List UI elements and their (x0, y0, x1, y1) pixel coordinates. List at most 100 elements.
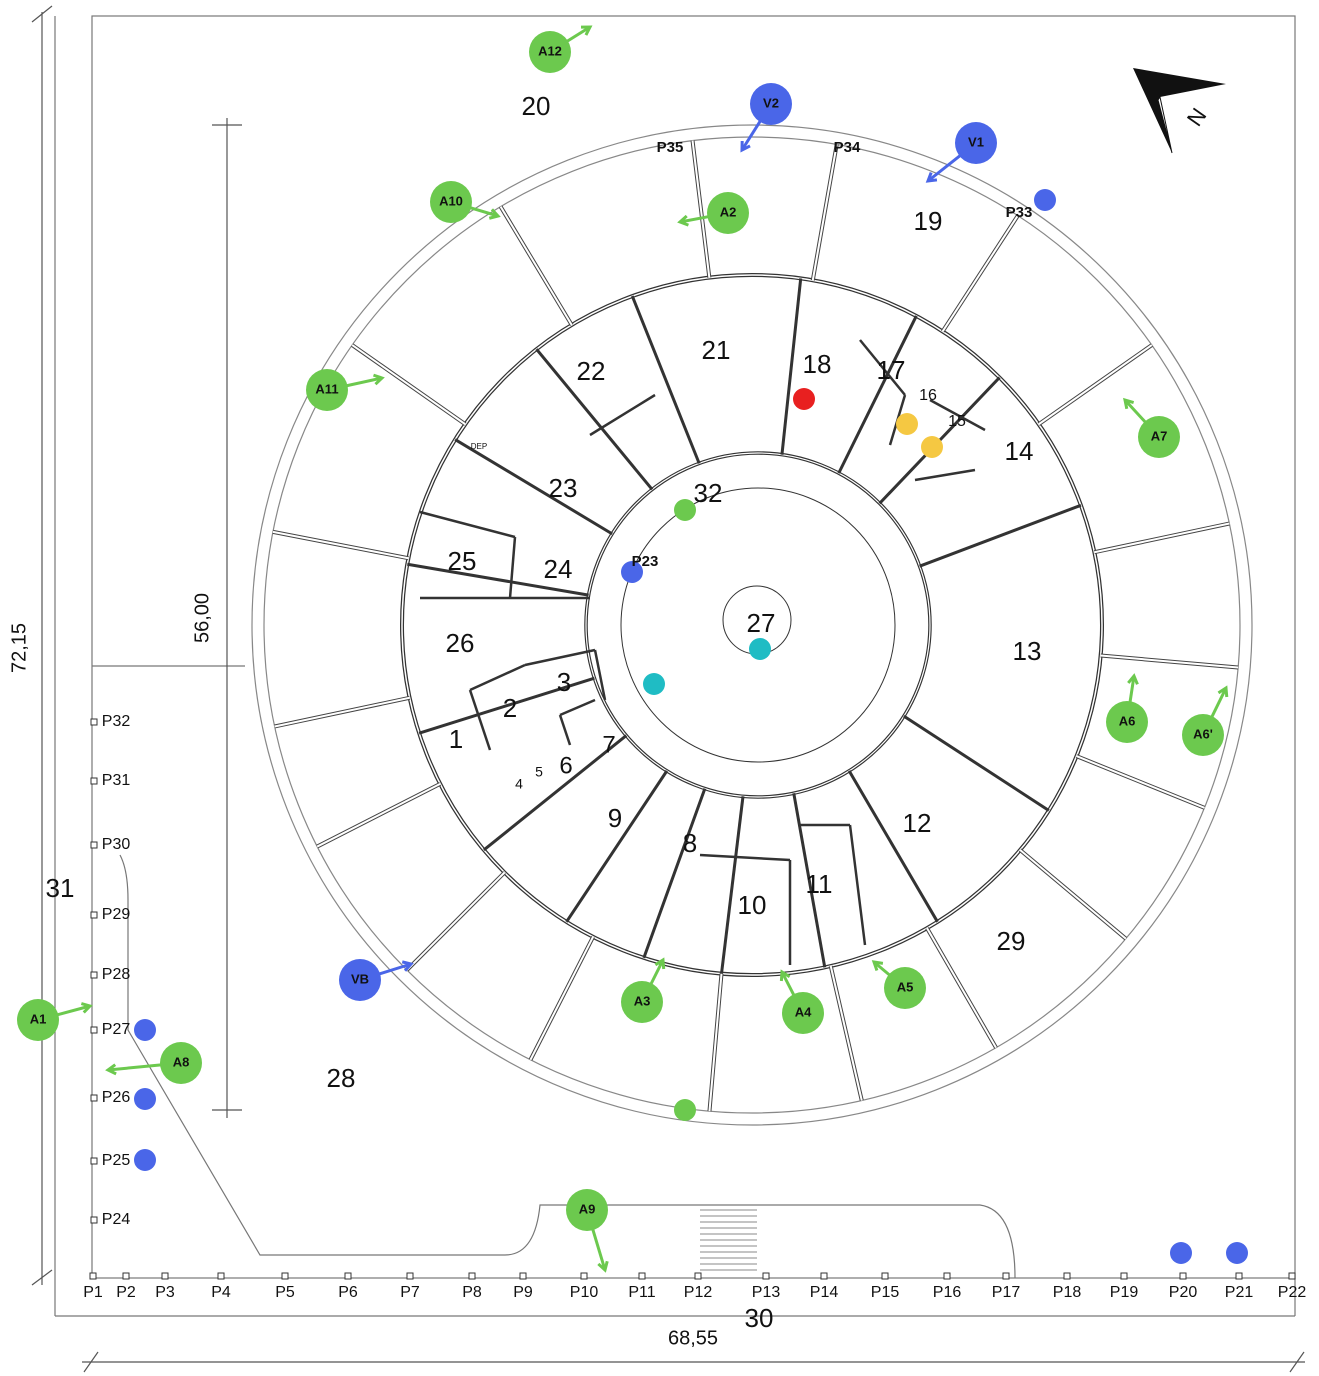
room-label: 2 (503, 693, 517, 723)
marker-label: A12 (538, 43, 562, 58)
marker-label: A1 (30, 1011, 47, 1026)
partition (470, 690, 490, 750)
post-label: P2 (116, 1284, 136, 1301)
room-label: 9 (608, 803, 622, 833)
post-label: P32 (102, 713, 131, 730)
post-label: P11 (628, 1284, 655, 1301)
wall-inner (275, 698, 410, 727)
post-label: P17 (992, 1284, 1021, 1301)
marker-label: A5 (897, 979, 914, 994)
post (91, 1095, 97, 1101)
stairs (700, 1210, 757, 1270)
room-label: 5 (535, 764, 543, 780)
wall-inner (943, 216, 1018, 332)
room-label: 28 (327, 1063, 356, 1093)
partition (420, 512, 515, 537)
post-label: P31 (102, 772, 131, 789)
post-label: P15 (871, 1284, 900, 1301)
post (218, 1273, 224, 1279)
post-label: P33 (1006, 204, 1033, 221)
wall-inner (530, 937, 593, 1060)
post (91, 912, 97, 918)
post (944, 1273, 950, 1279)
partition (560, 700, 595, 715)
dot (134, 1088, 156, 1110)
marker-arrow (1125, 400, 1145, 422)
wall-inner (831, 966, 862, 1100)
room-label: 31 (46, 873, 75, 903)
wall-inner (927, 928, 996, 1048)
post (90, 1273, 96, 1279)
wall (632, 296, 699, 463)
post-label: P28 (102, 966, 131, 983)
room-label: 32 (694, 478, 723, 508)
room-label: 7 (602, 731, 615, 758)
wall (849, 771, 937, 922)
post-label: P25 (102, 1152, 131, 1169)
wall-inner (1077, 756, 1205, 808)
wall-inner (1101, 656, 1238, 668)
room-label: DEP (471, 442, 487, 451)
marker-label: A2 (720, 204, 737, 219)
wall (721, 796, 743, 973)
partition (510, 537, 515, 598)
post (91, 842, 97, 848)
wall-inner (1094, 524, 1229, 553)
wall-inner (813, 144, 837, 280)
wall (920, 505, 1081, 566)
post (91, 1217, 97, 1223)
wall (904, 716, 1049, 810)
partition (915, 470, 975, 480)
dot (674, 1099, 696, 1121)
dot (1226, 1242, 1248, 1264)
room-label: 1 (449, 724, 463, 754)
dimension-label: 56,00 (191, 593, 213, 643)
post-label: P23 (632, 553, 659, 570)
partition (700, 855, 790, 860)
room-label: 10 (738, 890, 767, 920)
post-label: P19 (1110, 1284, 1139, 1301)
post (1064, 1273, 1070, 1279)
room-label: 12 (903, 808, 932, 838)
post-label: P24 (102, 1211, 131, 1228)
dots (134, 189, 1248, 1264)
post-label: P6 (338, 1284, 358, 1301)
post-label: P9 (513, 1284, 533, 1301)
post-label: P8 (462, 1284, 482, 1301)
north-label: N (1182, 103, 1212, 130)
post (581, 1273, 587, 1279)
dot (921, 436, 943, 458)
room-label: 23 (549, 473, 578, 503)
marker-label: V1 (968, 134, 984, 149)
post (639, 1273, 645, 1279)
wall (455, 440, 612, 534)
post (1180, 1273, 1186, 1279)
post-label: P13 (752, 1284, 781, 1301)
post-label: P3 (155, 1284, 175, 1301)
post-label: P7 (400, 1284, 420, 1301)
post-label: P35 (657, 139, 684, 156)
post (91, 719, 97, 725)
partition (470, 665, 525, 690)
post (91, 1158, 97, 1164)
wall (782, 278, 801, 454)
post (1003, 1273, 1009, 1279)
dot (1170, 1242, 1192, 1264)
room-label: 25 (448, 546, 477, 576)
room-label: 20 (522, 91, 551, 121)
post-label: P34 (834, 139, 861, 156)
post-label: P22 (1278, 1284, 1307, 1301)
dimension-label: 72,15 (8, 623, 30, 673)
post (469, 1273, 475, 1279)
partition (590, 395, 655, 435)
wall-inner (317, 784, 440, 847)
post-label: P26 (102, 1089, 131, 1106)
post (821, 1273, 827, 1279)
wall-inner (693, 141, 710, 278)
post (882, 1273, 888, 1279)
dot (793, 388, 815, 410)
post (1121, 1273, 1127, 1279)
partition (525, 650, 595, 665)
room-label: 18 (803, 349, 832, 379)
wall-inner (352, 345, 465, 424)
